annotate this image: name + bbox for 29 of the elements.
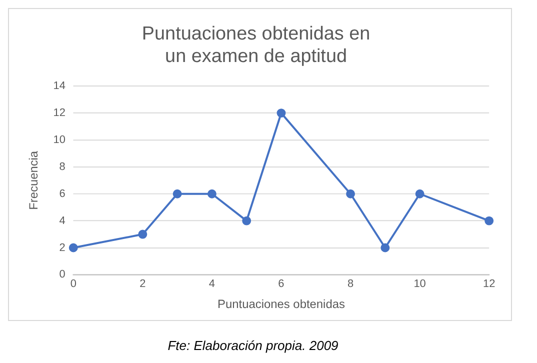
point: [346, 189, 355, 198]
x-tick-label: 12: [482, 278, 496, 290]
y-tick-label: 2: [59, 242, 66, 254]
point: [68, 243, 78, 252]
point: [172, 189, 182, 198]
chart-title: Puntuaciones obtenidas en un examen de aptitud: [142, 23, 370, 68]
x-axis-title: Puntuaciones obtenidas: [218, 297, 345, 312]
x-tick-label: 4: [208, 278, 215, 290]
x-tick-label: 10: [414, 278, 426, 290]
point: [380, 243, 390, 252]
x-tick-label: 2: [140, 278, 146, 290]
point: [276, 108, 286, 118]
y-tick-label: 8: [59, 160, 66, 173]
y-tick-label: 12: [53, 107, 66, 120]
x-tick-label: 6: [278, 278, 284, 290]
y-tick-label: 14: [53, 80, 66, 92]
x-tick-label: 8: [347, 278, 354, 290]
text: Fte: Elaboración propia. 2009: [166, 338, 340, 353]
point: [484, 216, 494, 226]
y-tick-label: 0: [59, 268, 66, 281]
y-tick-label: 4: [59, 214, 66, 227]
y-tick-label: 6: [59, 188, 66, 200]
y-axis-title: Frecuencia: [26, 150, 40, 210]
point: [415, 189, 424, 198]
point: [138, 230, 148, 239]
point: [207, 189, 216, 198]
y-tick-label: 10: [53, 134, 66, 146]
point: [242, 216, 252, 226]
x-tick-label: 0: [70, 278, 76, 290]
